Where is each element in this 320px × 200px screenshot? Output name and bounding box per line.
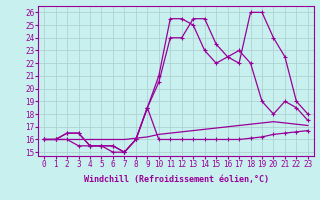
X-axis label: Windchill (Refroidissement éolien,°C): Windchill (Refroidissement éolien,°C)	[84, 175, 268, 184]
